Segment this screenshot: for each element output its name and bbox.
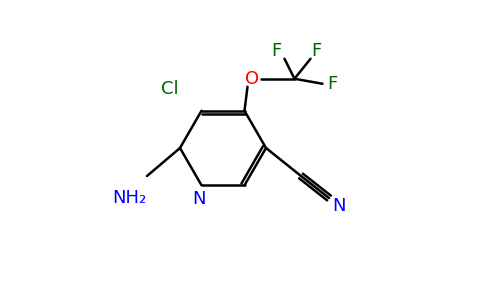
Text: N: N — [332, 197, 346, 215]
Text: F: F — [272, 42, 282, 60]
Text: N: N — [193, 190, 206, 208]
Text: Cl: Cl — [161, 80, 178, 98]
Text: F: F — [327, 75, 338, 93]
Text: O: O — [245, 70, 259, 88]
Text: F: F — [311, 42, 322, 60]
Text: NH₂: NH₂ — [112, 189, 146, 207]
